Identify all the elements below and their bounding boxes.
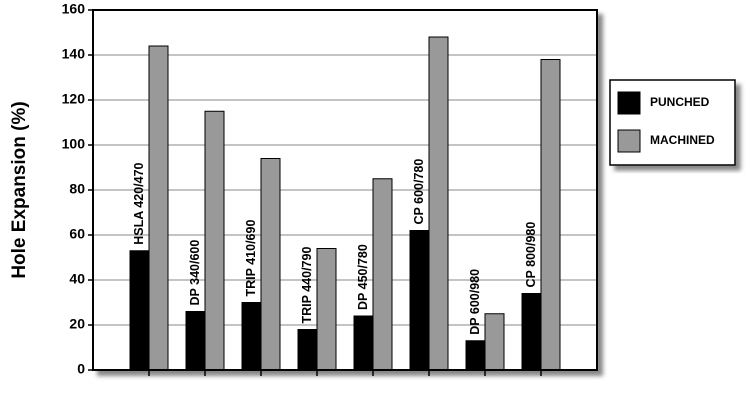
y-tick-label: 40 [69,271,85,287]
category-label: DP 600/980 [468,269,482,335]
category-label: TRIP 410/690 [244,220,258,297]
bar [484,313,505,371]
legend-swatch [617,129,641,153]
category-label: DP 450/780 [356,244,370,310]
bar [129,250,150,371]
bar [260,158,281,371]
plot-border [92,9,598,371]
bar [353,315,374,371]
bar [316,248,337,371]
y-tick-label: 140 [62,46,86,62]
bar [204,110,225,371]
bar [409,230,430,371]
bar [297,329,318,371]
category-label: HSLA 420/470 [132,162,146,244]
legend-swatch [617,91,641,115]
y-tick-label: 20 [69,316,85,332]
y-tick-label: 160 [62,1,86,17]
y-tick-label: 60 [69,226,85,242]
bar [540,59,561,371]
bar [372,178,393,371]
bar [185,311,206,371]
bar [148,45,169,371]
category-label: TRIP 440/790 [300,247,314,324]
y-tick-label: 0 [77,361,85,377]
grid: 0 20 40 60 80 100 120 140 160 [62,1,597,377]
category-label: CP 800/980 [524,222,538,288]
bar [521,293,542,371]
legend-label: PUNCHED [650,95,710,109]
y-tick-label: 80 [69,181,85,197]
bar [241,302,262,371]
y-tick-label: 120 [62,91,86,107]
bars: HSLA 420/470 DP 340/600 TRIP 410/690 TRIP 4… [129,36,561,371]
legend-label: MACHINED [650,133,715,147]
bar [465,340,486,371]
bar [428,36,449,371]
category-label: CP 600/780 [412,159,426,225]
category-label: DP 340/600 [188,240,202,306]
y-tick-label: 100 [62,136,86,152]
y-axis-label: Hole Expansion (%) [9,101,30,278]
legend-entries: PUNCHED MACHINED [617,91,715,153]
